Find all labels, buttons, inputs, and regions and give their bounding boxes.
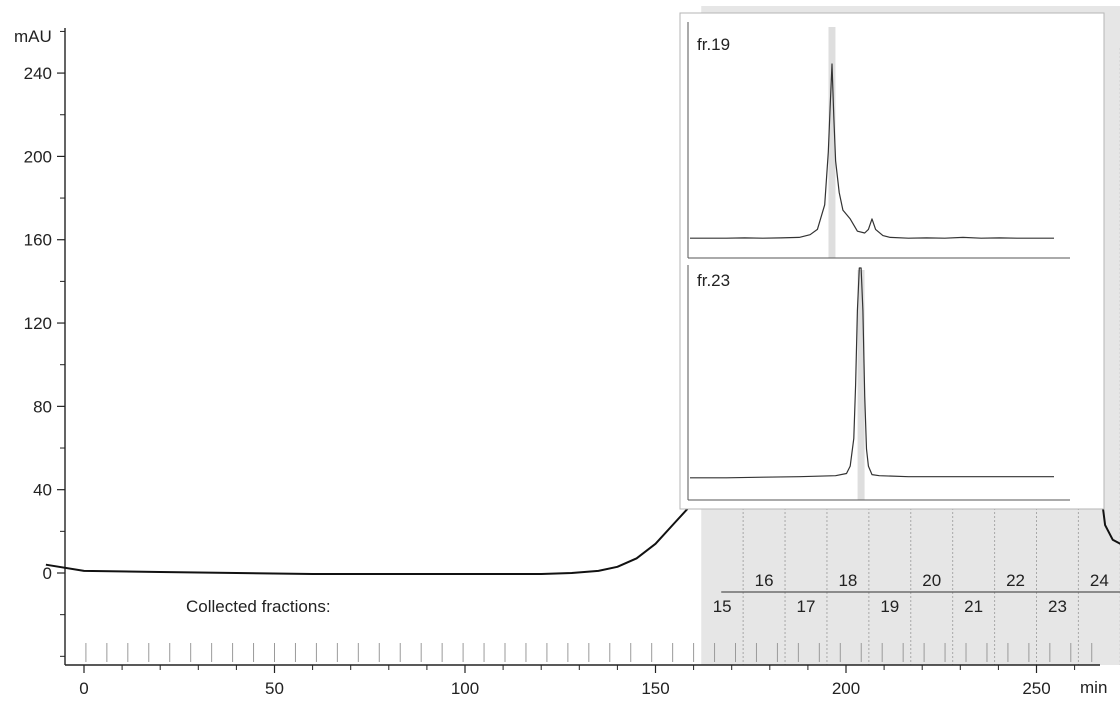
axes-layer: 0408012016020024005010015020025030035040… — [24, 28, 1100, 698]
inset-highlight-band — [857, 270, 865, 500]
fraction-label-23: 23 — [1048, 597, 1067, 616]
y-tick-label: 120 — [24, 314, 52, 333]
y-tick-label: 80 — [33, 397, 52, 416]
fraction-label-15: 15 — [713, 597, 732, 616]
fraction-label-22: 22 — [1006, 571, 1025, 590]
y-tick-label: 160 — [24, 231, 52, 250]
inset-highlight-band — [828, 27, 836, 258]
x-tick-label: 200 — [832, 679, 860, 698]
y-tick-label: 40 — [33, 481, 52, 500]
y-tick-label: 200 — [24, 147, 52, 166]
y-axis-unit-label: mAU — [14, 27, 52, 46]
y-tick-label: 0 — [43, 564, 52, 583]
fraction-label-24: 24 — [1090, 571, 1109, 590]
x-tick-label: 150 — [641, 679, 669, 698]
insets-layer: fr.19 fr.23 — [679, 12, 1105, 510]
inset-label: fr.23 — [697, 271, 730, 290]
x-tick-label: 50 — [265, 679, 284, 698]
fraction-label-16: 16 — [755, 571, 774, 590]
inset-label: fr.19 — [697, 35, 730, 54]
x-tick-label: 250 — [1022, 679, 1050, 698]
x-axis-unit-label: min — [1080, 678, 1107, 697]
inset-trace — [690, 267, 1054, 479]
fraction-label-20: 20 — [922, 571, 941, 590]
x-tick-label: 0 — [79, 679, 88, 698]
collected-fractions-label: Collected fractions: — [186, 597, 331, 616]
fraction-label-18: 18 — [838, 571, 857, 590]
fraction-label-17: 17 — [797, 597, 816, 616]
fraction-label-19: 19 — [880, 597, 899, 616]
inset-panel-1: fr.23 — [687, 265, 1070, 501]
fractions-layer: Collected fractions: 15 16 17 18 19 20 21 22 23 2… — [186, 571, 1120, 616]
y-tick-label: 240 — [24, 64, 52, 83]
inset-trace — [690, 63, 1054, 239]
fraction-label-21: 21 — [964, 597, 983, 616]
x-tick-label: 100 — [451, 679, 479, 698]
inset-panel-0: fr.19 — [687, 22, 1070, 259]
inset-frame — [679, 12, 1105, 510]
